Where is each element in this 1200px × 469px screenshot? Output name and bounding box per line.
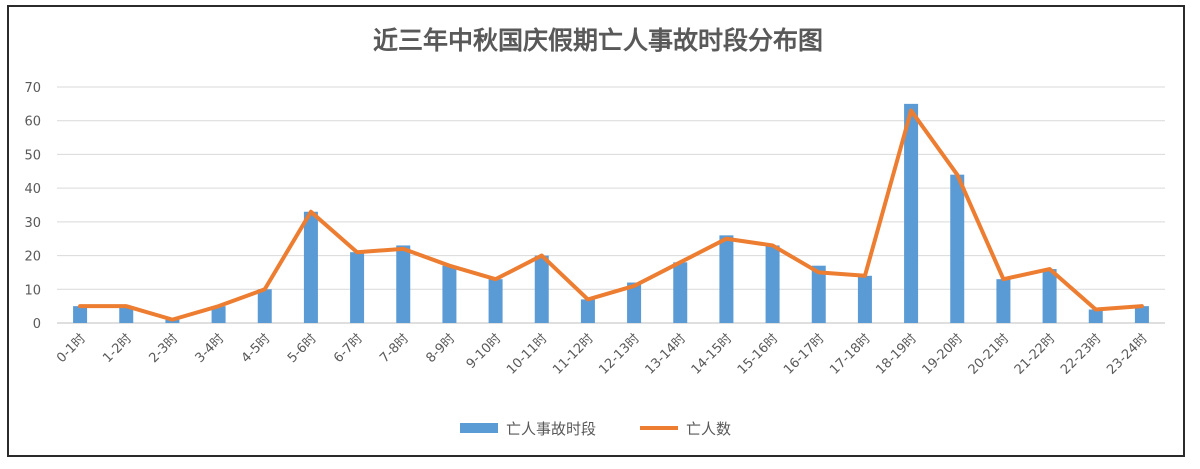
y-tick-label: 60 (24, 115, 41, 130)
x-tick-label: 12-13时 (596, 331, 643, 378)
x-tick-label: 11-12时 (550, 331, 597, 378)
bar-22-23时 (1088, 309, 1103, 323)
x-tick-label: 19-20时 (920, 331, 967, 378)
bar-15-16时 (765, 245, 780, 323)
bar-series (73, 103, 1149, 323)
x-tick-label: 10-11时 (504, 331, 551, 378)
y-tick-label: 50 (24, 148, 41, 163)
y-tick-label: 20 (24, 250, 41, 265)
y-axis: 0 10 20 30 40 50 60 70 (24, 81, 41, 332)
x-tick-label: 20-21时 (966, 331, 1013, 378)
bar-18-19时 (904, 103, 919, 323)
x-tick-label: 5-6时 (285, 331, 320, 366)
x-tick-label: 1-2时 (100, 331, 135, 366)
chart-frame (7, 5, 1185, 457)
bar-11-12时 (580, 299, 595, 323)
x-tick-label: 9-10时 (464, 331, 505, 372)
x-tick-label: 3-4时 (193, 331, 228, 366)
x-tick-label: 8-9时 (423, 331, 458, 366)
bar-9-10时 (488, 279, 503, 323)
bar-23-24时 (1134, 306, 1149, 323)
legend-bar-label: 亡人事故时段 (506, 420, 596, 438)
x-tick-label: 14-15时 (689, 331, 736, 378)
y-tick-label: 10 (24, 283, 41, 298)
bar-13-14时 (673, 262, 688, 323)
x-tick-label: 7-8时 (377, 331, 412, 366)
legend-line-label: 亡人数 (686, 420, 731, 438)
x-axis: 0-1时 1-2时 2-3时 3-4时 4-5时 5-6时 6-7时 7-8时 8-9时 9-10… (54, 331, 1151, 378)
x-tick-label: 0-1时 (54, 331, 89, 366)
bar-1-2时 (119, 306, 134, 323)
x-tick-label: 16-17时 (781, 331, 828, 378)
x-tick-label: 13-14时 (643, 331, 690, 378)
x-tick-label: 4-5时 (239, 331, 274, 366)
legend: 亡人事故时段 亡人数 (460, 420, 731, 438)
line-series-path (78, 108, 1144, 322)
x-tick-label: 17-18时 (827, 331, 874, 378)
bar-17-18时 (857, 275, 872, 323)
bar-16-17时 (811, 265, 826, 323)
bar-8-9时 (442, 265, 457, 323)
x-tick-label: 2-3时 (146, 331, 181, 366)
y-tick-label: 40 (24, 182, 41, 197)
bar-14-15时 (719, 235, 734, 323)
bar-6-7时 (350, 252, 365, 323)
x-tick-label: 18-19时 (873, 331, 920, 378)
bar-4-5时 (257, 289, 272, 323)
x-tick-label: 23-24时 (1104, 331, 1151, 378)
line-series (78, 108, 1144, 322)
y-tick-label: 30 (24, 216, 41, 231)
x-tick-label: 21-22时 (1012, 331, 1059, 378)
y-tick-label: 0 (33, 317, 41, 332)
bar-19-20时 (950, 174, 965, 323)
y-tick-label: 70 (24, 81, 41, 96)
bar-20-21时 (996, 279, 1011, 323)
x-tick-label: 6-7时 (331, 331, 366, 366)
bar-5-6时 (303, 211, 318, 323)
bar-12-13时 (627, 282, 642, 323)
chart-title: 近三年中秋国庆假期亡人事故时段分布图 (373, 26, 823, 55)
x-tick-label: 15-16时 (735, 331, 782, 378)
legend-bar-swatch (460, 423, 498, 433)
bar-3-4时 (211, 306, 226, 323)
bar-10-11时 (534, 255, 549, 323)
x-tick-label: 22-23时 (1058, 331, 1105, 378)
bar-21-22时 (1042, 269, 1057, 323)
bar-0-1时 (73, 306, 88, 323)
grid-lines (57, 86, 1165, 324)
bar-7-8时 (396, 245, 411, 323)
